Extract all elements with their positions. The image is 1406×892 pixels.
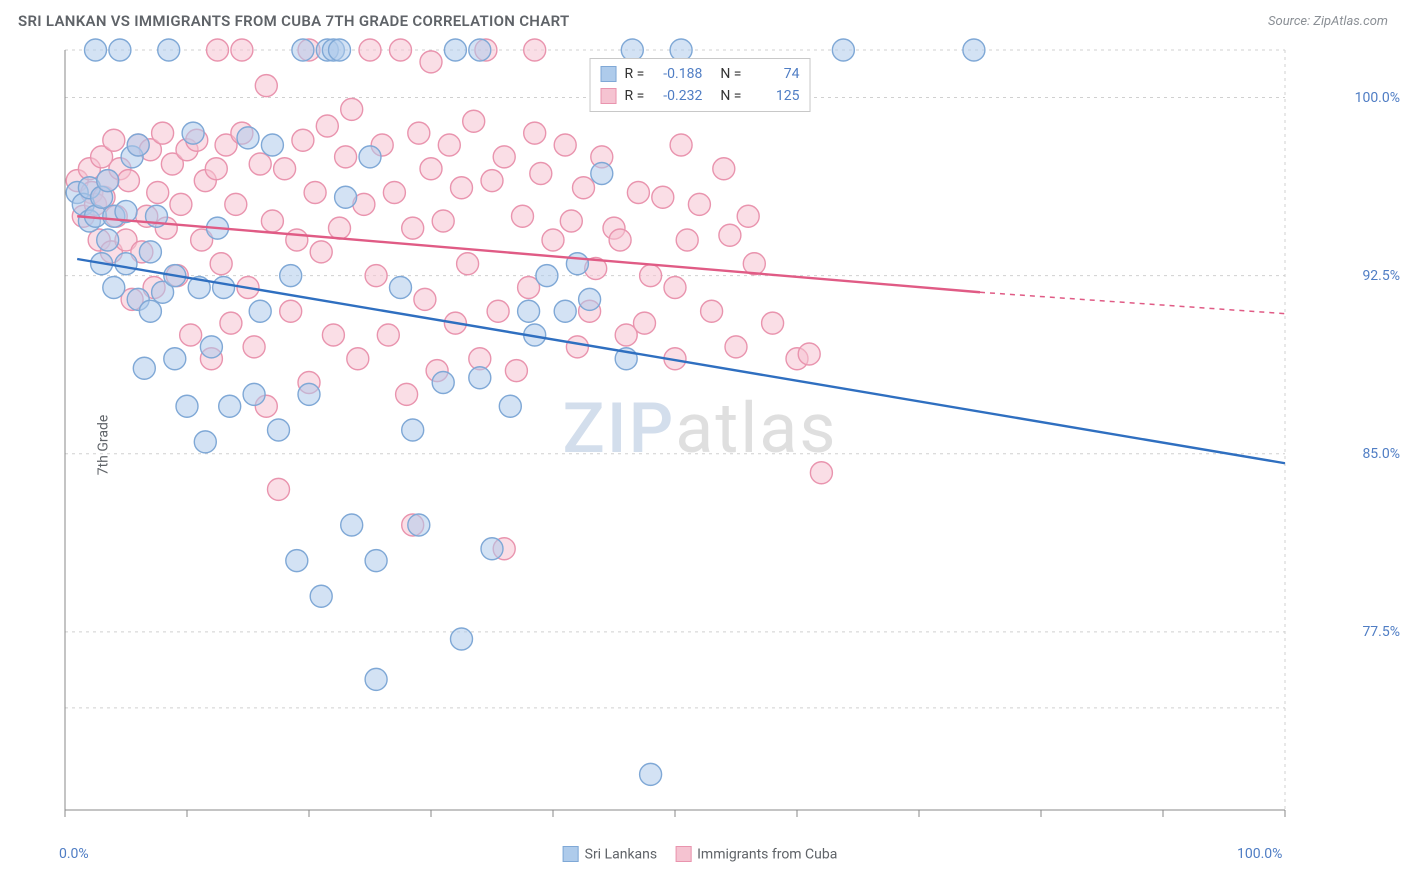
y-tick-label: 85.0% bbox=[1362, 446, 1400, 462]
series-legend-item: Immigrants from Cuba bbox=[675, 846, 837, 862]
legend-n-label: N = bbox=[720, 63, 741, 85]
legend-r-label: R = bbox=[625, 85, 645, 107]
y-tick-label: 100.0% bbox=[1355, 90, 1400, 106]
correlation-legend: R = -0.188 N = 74 R = -0.232 N = 125 bbox=[590, 58, 811, 112]
legend-swatch bbox=[563, 846, 579, 862]
chart-source: Source: ZipAtlas.com bbox=[1268, 14, 1388, 29]
x-tick-label: 100.0% bbox=[1237, 846, 1282, 862]
legend-row: R = -0.232 N = 125 bbox=[601, 85, 800, 107]
chart-header: SRI LANKAN VS IMMIGRANTS FROM CUBA 7TH G… bbox=[0, 0, 1406, 38]
legend-r-value: -0.188 bbox=[652, 63, 702, 85]
series-name: Sri Lankans bbox=[585, 846, 658, 862]
y-tick-label: 92.5% bbox=[1362, 268, 1400, 284]
y-tick-label: 77.5% bbox=[1362, 624, 1400, 640]
legend-swatch bbox=[601, 66, 617, 82]
chart-title: SRI LANKAN VS IMMIGRANTS FROM CUBA 7TH G… bbox=[18, 12, 570, 30]
legend-swatch bbox=[601, 88, 617, 104]
series-legend-item: Sri Lankans bbox=[563, 846, 658, 862]
series-name: Immigrants from Cuba bbox=[697, 846, 837, 862]
legend-n-value: 74 bbox=[749, 63, 799, 85]
legend-row: R = -0.188 N = 74 bbox=[601, 63, 800, 85]
legend-n-label: N = bbox=[720, 85, 741, 107]
legend-r-value: -0.232 bbox=[652, 85, 702, 107]
legend-n-value: 125 bbox=[749, 85, 799, 107]
x-tick-label: 0.0% bbox=[59, 846, 89, 862]
legend-swatch bbox=[675, 846, 691, 862]
scatter-chart bbox=[55, 50, 1345, 840]
chart-area: 7th Grade ZIPatlas R = -0.188 N = 74 R =… bbox=[55, 50, 1345, 840]
series-legend: Sri Lankans Immigrants from Cuba bbox=[563, 846, 838, 862]
legend-r-label: R = bbox=[625, 63, 645, 85]
